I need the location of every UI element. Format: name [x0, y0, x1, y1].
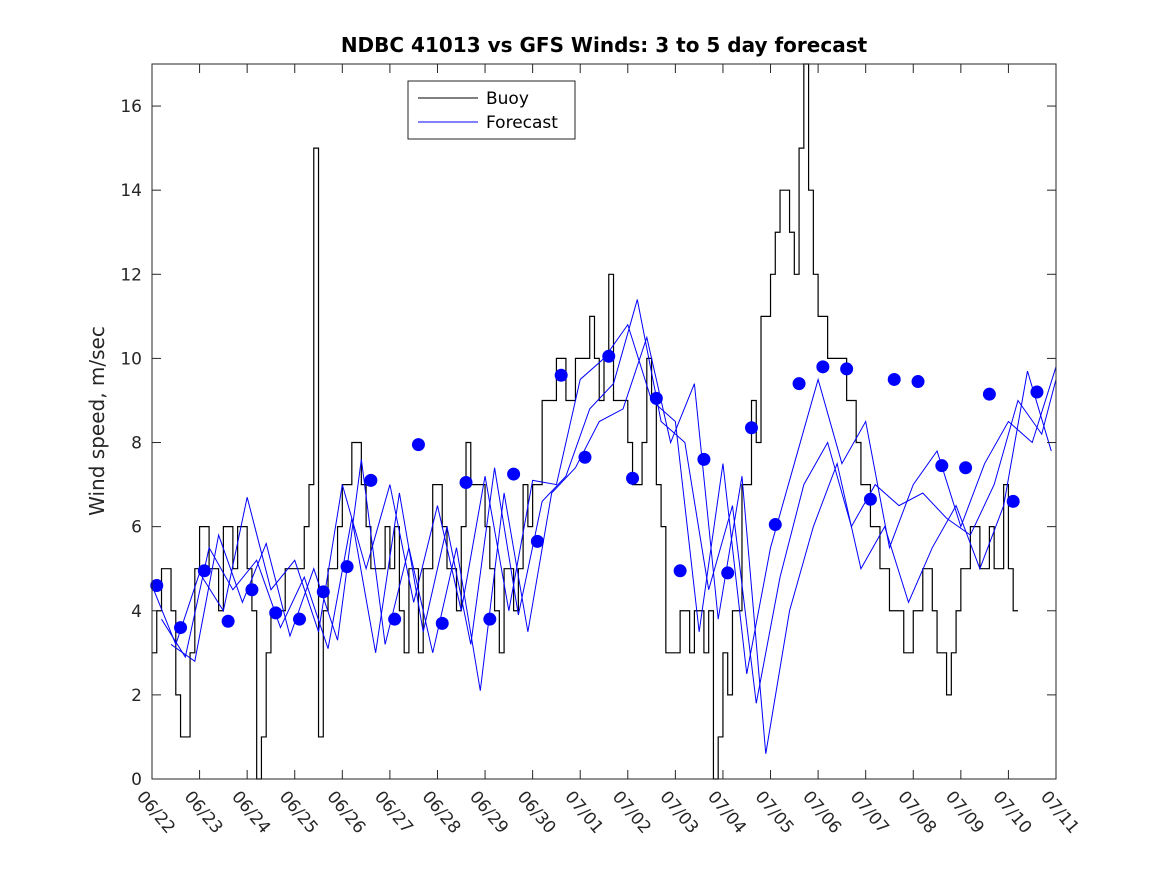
y-tick-label: 0 — [131, 770, 142, 790]
forecast-marker — [768, 518, 782, 532]
plot-area — [150, 63, 1057, 780]
y-axis-label: Wind speed, m/sec — [85, 326, 109, 516]
y-tick-label: 14 — [120, 181, 142, 201]
forecast-marker — [626, 471, 640, 485]
y-tick-label: 12 — [120, 265, 142, 285]
forecast-marker — [269, 606, 283, 620]
legend-box — [407, 80, 576, 140]
forecast-series-line-3 — [170, 335, 1052, 754]
forecast-marker — [721, 566, 735, 580]
forecast-series-line-2 — [161, 299, 1057, 704]
forecast-marker — [697, 452, 711, 466]
forecast-marker — [245, 583, 259, 597]
forecast-marker — [174, 621, 188, 635]
forecast-marker — [364, 473, 378, 487]
plot-frame — [151, 63, 1057, 780]
y-tick-label: 8 — [131, 434, 142, 454]
forecast-marker — [1030, 385, 1044, 399]
forecast-marker — [816, 360, 830, 374]
forecast-marker — [649, 391, 663, 405]
forecast-marker — [292, 612, 306, 626]
y-tick-label: 10 — [120, 349, 142, 369]
forecast-marker — [197, 564, 211, 578]
forecast-marker — [792, 377, 806, 391]
marker-layer — [150, 349, 1044, 635]
forecast-marker — [411, 438, 425, 452]
forecast-marker — [1006, 494, 1020, 508]
legend-forecast-label: Forecast — [486, 113, 558, 133]
forecast-marker — [982, 387, 996, 401]
forecast-marker — [340, 560, 354, 574]
forecast-marker — [863, 492, 877, 506]
forecast-marker — [602, 349, 616, 363]
forecast-marker — [959, 461, 973, 475]
forecast-marker — [221, 614, 235, 628]
forecast-marker — [911, 375, 925, 389]
y-tick-label: 2 — [131, 686, 142, 706]
forecast-marker — [483, 612, 497, 626]
forecast-marker — [530, 534, 544, 548]
forecast-marker — [744, 421, 758, 435]
y-tick-label: 4 — [131, 602, 142, 622]
forecast-marker — [435, 616, 449, 630]
forecast-marker — [840, 362, 854, 376]
legend: Buoy Forecast — [407, 80, 576, 140]
forecast-marker — [459, 475, 473, 489]
forecast-marker — [388, 612, 402, 626]
y-tick-label: 6 — [131, 518, 142, 538]
forecast-marker — [507, 467, 521, 481]
forecast-marker — [935, 459, 949, 473]
forecast-marker — [316, 585, 330, 599]
forecast-marker — [887, 372, 901, 386]
legend-buoy-label: Buoy — [486, 89, 529, 109]
forecast-marker — [673, 564, 687, 578]
forecast-marker — [554, 368, 568, 382]
forecast-marker — [150, 579, 164, 593]
y-tick-label: 16 — [120, 97, 142, 117]
forecast-marker — [578, 450, 592, 464]
plot-background — [152, 64, 1056, 779]
chart-title: NDBC 41013 vs GFS Winds: 3 to 5 day fore… — [341, 33, 868, 57]
